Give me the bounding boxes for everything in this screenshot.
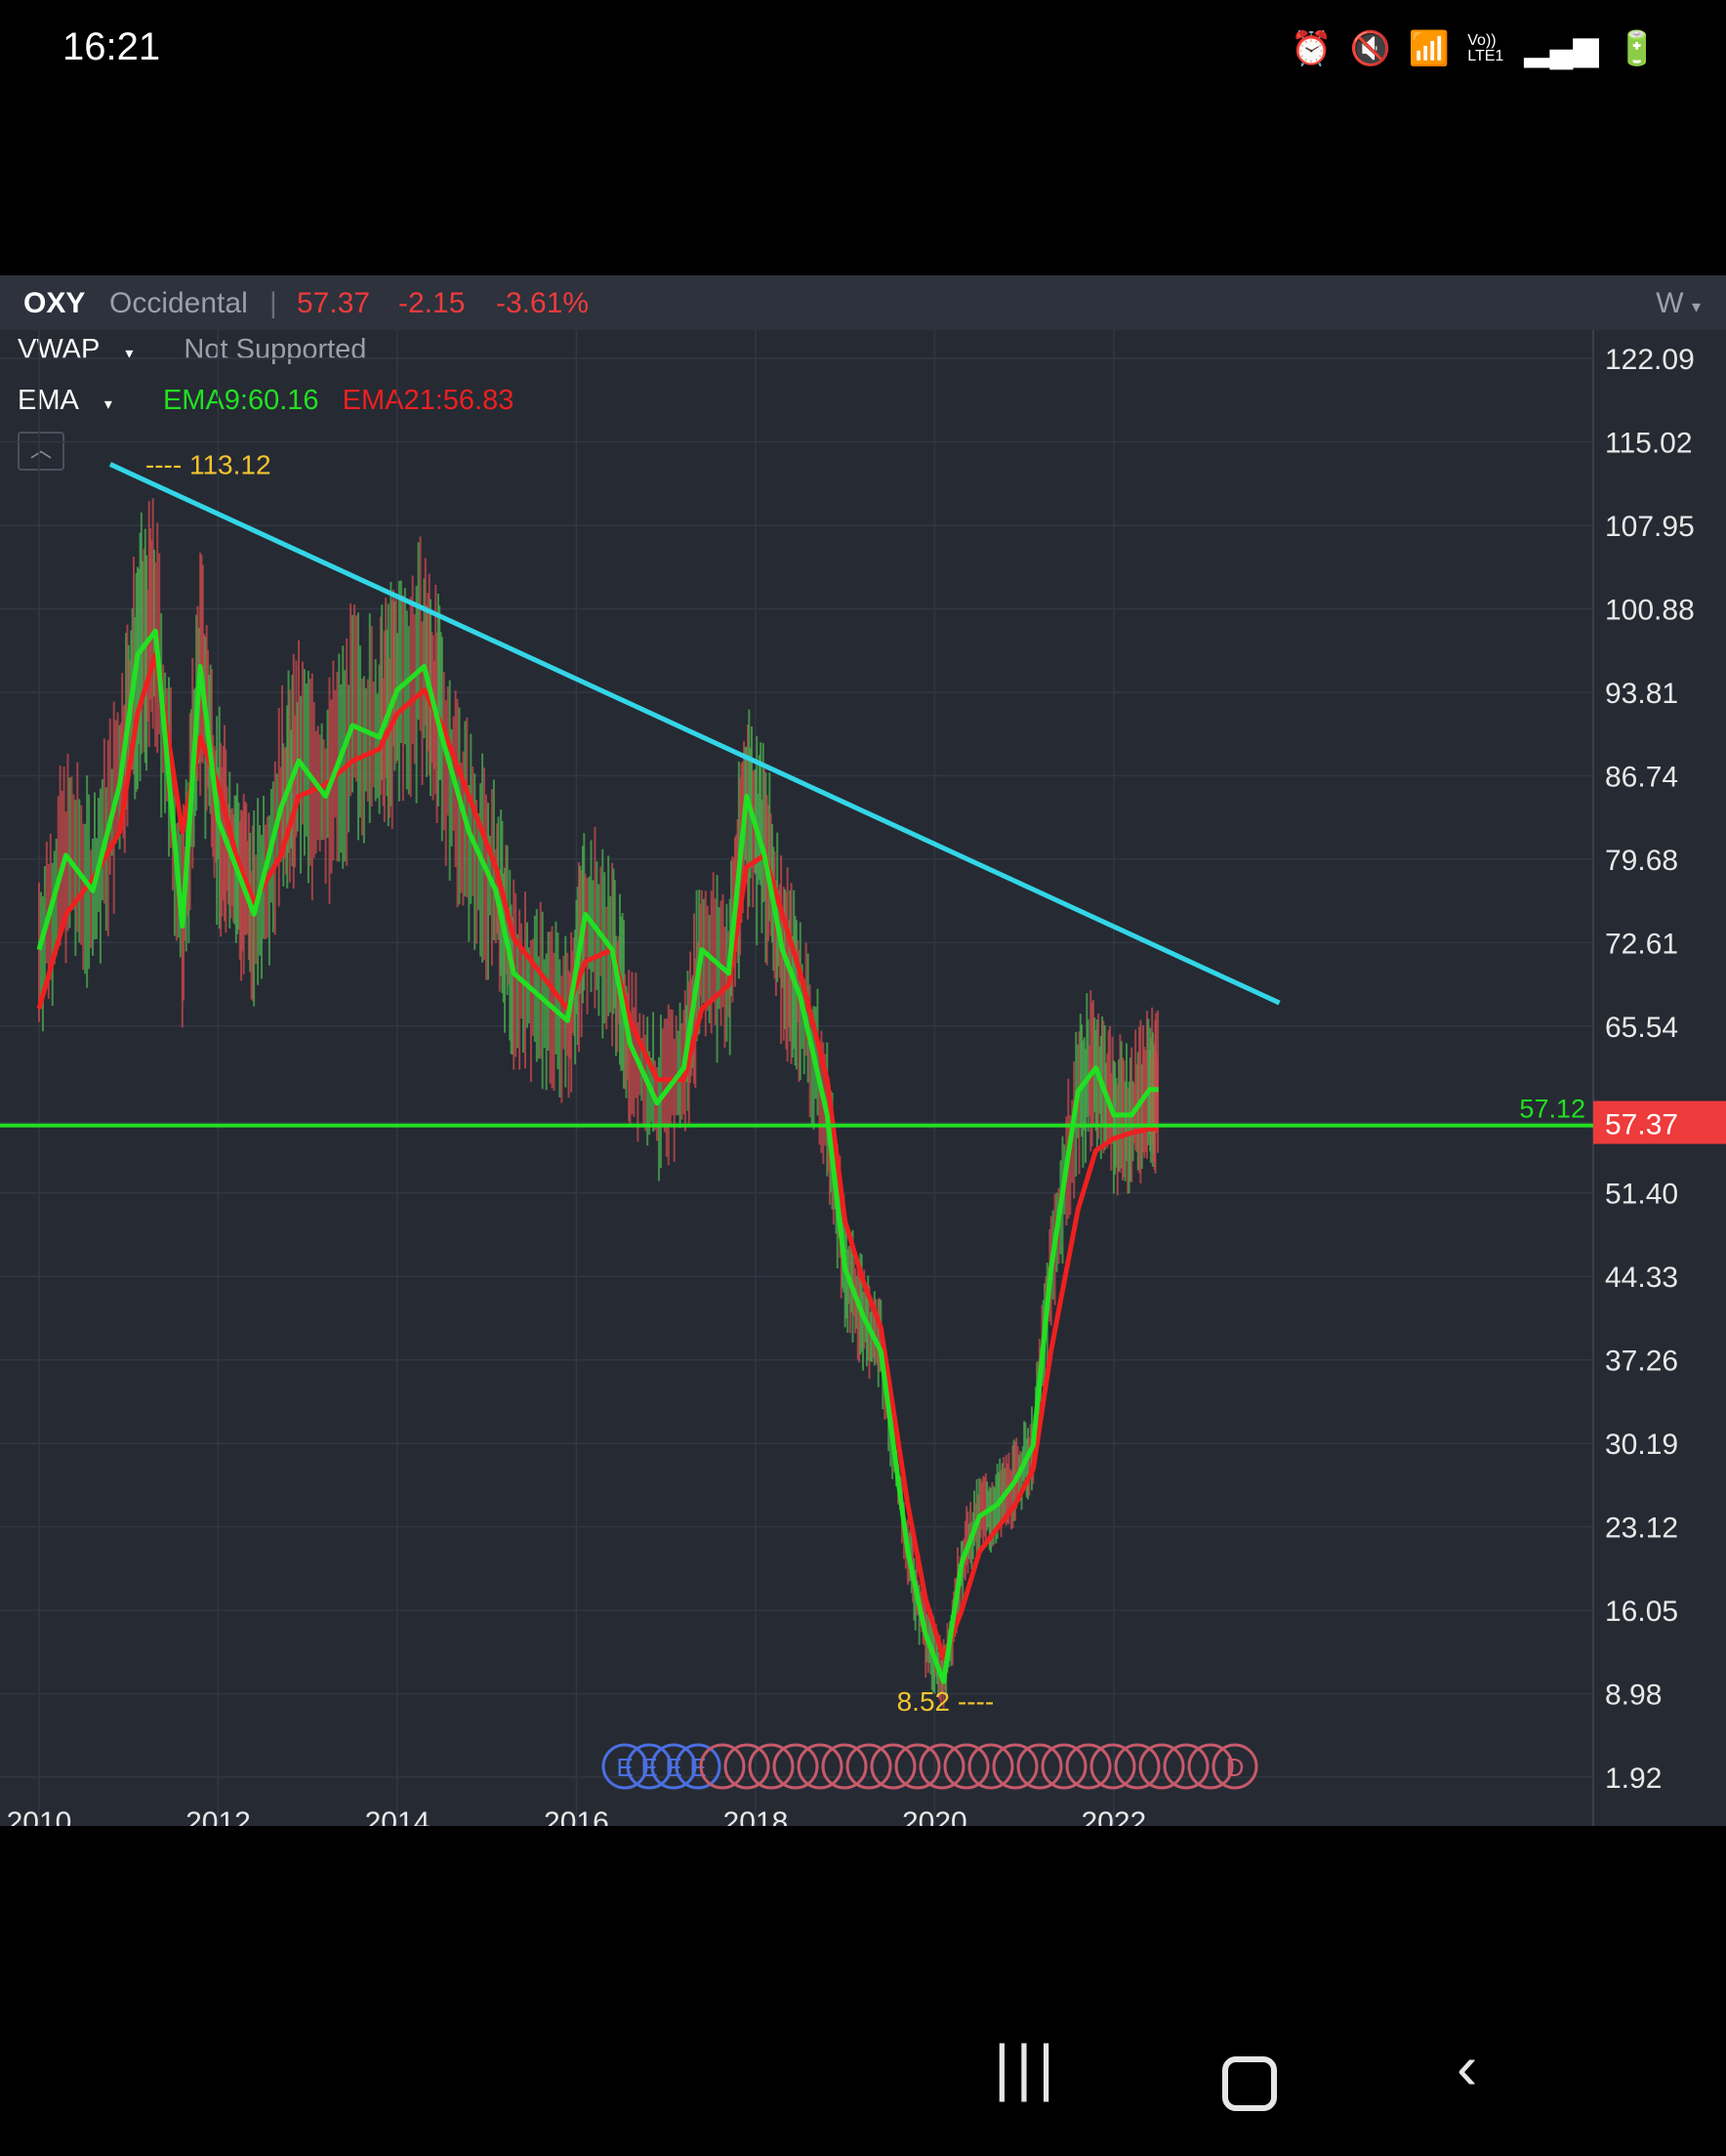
x-tick-label: 2010	[7, 1806, 72, 1826]
x-tick-label: 2020	[902, 1806, 967, 1826]
y-tick-label: 86.74	[1605, 761, 1678, 793]
x-tick-label: 2014	[365, 1806, 431, 1826]
price-change: -2.15	[398, 287, 466, 319]
y-tick-label: 30.19	[1605, 1429, 1678, 1461]
event-marker	[1065, 1743, 1112, 1790]
vwap-value: Not Supported	[184, 334, 367, 365]
timeframe-selector[interactable]: W ▾	[1656, 287, 1701, 320]
ema21-line	[36, 651, 1159, 1661]
event-marker	[967, 1743, 1014, 1790]
back-icon[interactable]: ‹	[1457, 2032, 1478, 2102]
y-tick-label: 107.95	[1605, 511, 1695, 543]
vwap-dropdown[interactable]: VWAP ▾	[18, 334, 154, 365]
y-tick-label: 115.02	[1605, 427, 1693, 459]
ema9-value: EMA9:60.16	[162, 385, 319, 416]
y-tick-label: 8.98	[1605, 1679, 1662, 1712]
ema-label: EMA	[18, 385, 79, 416]
event-marker	[1187, 1743, 1234, 1790]
ema9-line	[36, 628, 1159, 1684]
ema-row: EMA ▾ EMA9:60.16 EMA21:56.83	[18, 385, 535, 417]
event-marker	[821, 1743, 868, 1790]
mute-icon: 🔇	[1349, 30, 1391, 67]
earnings-marker	[650, 1743, 697, 1790]
last-price-label: 57.37	[1605, 1109, 1678, 1141]
event-marker	[1114, 1743, 1161, 1790]
dividend-marker-label: D	[1226, 1753, 1245, 1782]
collapse-button[interactable]: ︿	[18, 432, 64, 471]
earnings-marker	[675, 1743, 721, 1790]
event-marker	[748, 1743, 795, 1790]
event-marker	[1089, 1743, 1136, 1790]
last-price-tag	[1593, 1100, 1726, 1144]
signal-icon: ▂▄▆	[1524, 30, 1599, 67]
price-change-pct: -3.61%	[496, 287, 590, 319]
y-tick-label: 37.26	[1605, 1346, 1678, 1378]
vwap-label: VWAP	[18, 334, 101, 365]
recents-icon[interactable]: |||	[994, 2032, 1060, 2102]
event-marker	[894, 1743, 941, 1790]
vwap-row: VWAP ▾ Not Supported	[18, 334, 388, 366]
y-tick-label: 72.61	[1605, 928, 1678, 960]
status-bar: 16:21 ⏰ 🔇 📶 Vo)) LTE1 ▂▄▆ 🔋	[0, 0, 1726, 275]
home-icon[interactable]	[1222, 2056, 1277, 2111]
event-marker	[919, 1743, 966, 1790]
earnings-marker	[626, 1743, 673, 1790]
event-marker	[772, 1743, 819, 1790]
y-tick-label: 122.09	[1605, 344, 1695, 376]
y-tick-label: 93.81	[1605, 678, 1678, 710]
dropdown-icon: ▾	[125, 346, 134, 362]
symbol: OXY	[23, 287, 86, 319]
y-tick-label: 44.33	[1605, 1262, 1678, 1294]
event-marker	[943, 1743, 990, 1790]
ema21-value: EMA21:56.83	[342, 385, 514, 416]
resistance-trendline	[108, 462, 1281, 1006]
dividend-marker	[1212, 1743, 1258, 1790]
high-annotation: ---- 113.12	[145, 449, 271, 479]
status-icons: ⏰ 🔇 📶 Vo)) LTE1 ▂▄▆ 🔋	[1291, 29, 1658, 68]
clock: 16:21	[62, 25, 161, 68]
symbol-header: OXY Occidental | 57.37 -2.15 -3.61% W ▾	[0, 275, 1726, 330]
timeframe-label: W	[1656, 287, 1684, 319]
company-name: Occidental	[109, 287, 248, 319]
y-tick-label: 23.12	[1605, 1513, 1678, 1545]
y-tick-label: 16.05	[1605, 1596, 1678, 1628]
x-tick-label: 2016	[544, 1806, 609, 1826]
y-tick-label: 51.40	[1605, 1179, 1678, 1211]
low-annotation: 8.52 ----	[897, 1686, 995, 1717]
divider: |	[269, 287, 277, 319]
volte-icon: Vo)) LTE1	[1467, 32, 1504, 64]
event-marker	[845, 1743, 892, 1790]
event-marker	[797, 1743, 843, 1790]
dropdown-icon: ▾	[1691, 297, 1701, 316]
earnings-marker	[601, 1743, 648, 1790]
x-tick-label: 2012	[185, 1806, 251, 1826]
y-tick-label: 65.54	[1605, 1012, 1678, 1044]
event-marker	[992, 1743, 1039, 1790]
y-tick-label: 100.88	[1605, 594, 1695, 626]
support-label: 57.12	[1519, 1095, 1585, 1124]
event-marker	[1163, 1743, 1210, 1790]
ema-dropdown[interactable]: EMA ▾	[18, 385, 134, 416]
chart-container[interactable]: OXY Occidental | 57.37 -2.15 -3.61% W ▾ …	[0, 275, 1726, 1826]
x-tick-label: 2022	[1081, 1806, 1146, 1826]
chevron-up-icon: ︿	[29, 437, 52, 462]
battery-charging-icon: 🔋	[1616, 30, 1658, 67]
dropdown-icon: ▾	[103, 396, 112, 413]
y-tick-label: 79.68	[1605, 845, 1678, 877]
event-marker	[870, 1743, 917, 1790]
alarm-icon: ⏰	[1291, 30, 1333, 67]
last-price: 57.37	[297, 287, 371, 319]
event-marker	[1041, 1743, 1088, 1790]
wifi-icon: 📶	[1408, 30, 1451, 67]
price-axis	[1593, 330, 1726, 1826]
event-marker	[723, 1743, 770, 1790]
y-tick-label: 1.92	[1605, 1762, 1662, 1795]
navigation-bar	[0, 1826, 1726, 2156]
event-marker	[699, 1743, 746, 1790]
price-chart[interactable]: 122.09 115.02 107.95 100.88 93.81 86.74 79.68 7…	[0, 275, 1726, 1826]
event-marker	[1016, 1743, 1063, 1790]
x-tick-label: 2018	[723, 1806, 789, 1826]
event-marker	[1138, 1743, 1185, 1790]
